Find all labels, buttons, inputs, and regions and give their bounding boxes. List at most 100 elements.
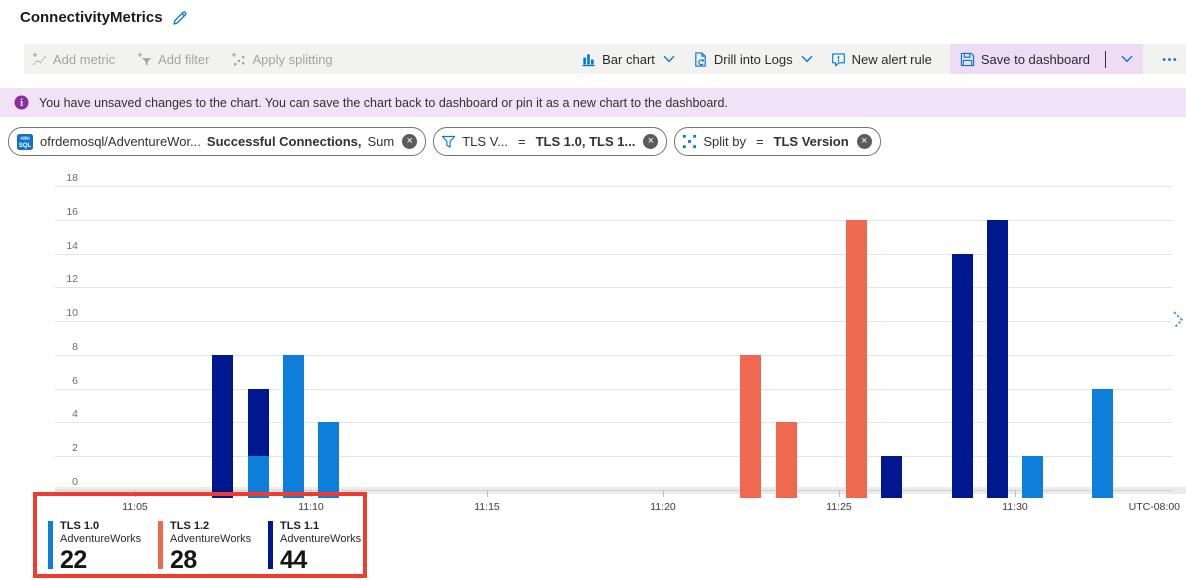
x-axis-tick	[663, 490, 664, 497]
remove-metric-button[interactable]: ×	[402, 134, 418, 149]
new-alert-rule-button[interactable]: New alert rule	[831, 44, 932, 74]
legend-series-name: TLS 1.1	[280, 520, 320, 532]
save-to-dashboard-button-label: Save to dashboard	[980, 51, 1090, 67]
legend-sum-value: 22	[60, 546, 87, 574]
add-metric-button-label: Add metric	[53, 51, 116, 67]
bar-tls-1-0-11-09[interactable]	[282, 354, 304, 498]
x-axis-label: 11:15	[474, 501, 500, 513]
bar-tls-1-1-11-26[interactable]	[881, 456, 903, 498]
y-gridline	[55, 354, 1172, 356]
metric-resource: ofrdemosql/AdventureWor...	[40, 134, 201, 149]
y-axis-label: 16	[66, 205, 78, 218]
save-icon	[960, 52, 975, 67]
legend-item-tls-1-2[interactable]: TLS 1.2 AdventureWorks 28	[158, 520, 261, 574]
legend-resource-name: AdventureWorks	[280, 533, 362, 545]
legend-color-strip	[268, 521, 273, 569]
y-gridline	[55, 219, 1172, 221]
legend-item-tls-1-0[interactable]: TLS 1.0 AdventureWorks 22	[48, 520, 151, 574]
save-to-dashboard-button[interactable]: Save to dashboard	[949, 44, 1143, 74]
x-axis-tick	[1015, 490, 1016, 497]
bar-tls-1-2-11-23[interactable]	[775, 422, 797, 498]
chart-type-button-label: Bar chart	[602, 51, 655, 67]
info-icon: i	[14, 95, 29, 110]
apply-splitting-button-label: Apply splitting	[252, 51, 333, 67]
bar-tls-1-1-11-28[interactable]	[951, 253, 973, 498]
bar-tls-1-2-11-25[interactable]	[846, 219, 867, 498]
sql-database-icon: SQL	[16, 133, 34, 151]
y-gridline	[55, 253, 1172, 255]
drill-into-logs-button[interactable]: Drill into Logs	[693, 44, 813, 74]
metric-pill[interactable]: SQL ofrdemosql/AdventureWor... Successfu…	[8, 127, 427, 156]
y-gridline	[55, 321, 1172, 323]
chevron-down-icon[interactable]	[801, 55, 813, 63]
y-gridline	[55, 287, 1172, 289]
bar-chart: 0 2 4 6 8 10 12 14 16 18 11:05 11:10 11:15 11:20 11:25…	[0, 170, 1186, 520]
apply-splitting-button[interactable]: Apply splitting	[231, 44, 333, 74]
add-filter-icon	[137, 52, 152, 67]
y-axis-label: 2	[72, 442, 78, 455]
filter-field: TLS V...	[462, 134, 509, 149]
y-gridline	[55, 388, 1172, 390]
legend-resource-name: AdventureWorks	[170, 533, 252, 545]
x-axis-label: 11:30	[1002, 501, 1028, 513]
bar-tls-1-0-11-10[interactable]	[318, 422, 339, 498]
banner-text: You have unsaved changes to the chart. Y…	[39, 95, 728, 110]
filter-pills-row: SQL ofrdemosql/AdventureWor... Successfu…	[8, 127, 881, 156]
new-alert-rule-button-label: New alert rule	[851, 51, 932, 67]
bar-tls-1-0-11-08[interactable]	[247, 456, 269, 498]
remove-splitting-button[interactable]: ×	[856, 134, 872, 149]
x-axis-label: 11:25	[826, 501, 852, 513]
x-axis-label: 11:10	[298, 501, 324, 513]
add-filter-button[interactable]: Add filter	[137, 44, 209, 74]
bar-tls-1-0-11-30[interactable]	[1022, 456, 1043, 498]
legend-color-strip	[48, 521, 53, 569]
legend-resource-name: AdventureWorks	[60, 533, 142, 545]
x-axis-tick	[311, 490, 312, 497]
bar-chart-icon	[581, 52, 596, 67]
chart-expand-chevron-icon[interactable]	[1172, 310, 1184, 333]
bar-tls-1-1-11-29[interactable]	[986, 219, 1008, 498]
chevron-down-icon[interactable]	[1121, 55, 1133, 63]
filter-pill[interactable]: TLS V... = TLS 1.0, TLS 1... ×	[433, 127, 668, 156]
chart-type-button[interactable]: Bar chart	[581, 44, 675, 74]
split-label: Split by	[703, 134, 746, 149]
y-axis-label: 4	[72, 408, 78, 421]
toolbar-right-group: Bar chart Drill into Logs New alert rule Sa…	[581, 44, 1178, 74]
filter-funnel-icon	[441, 135, 456, 149]
toolbar: Add metric Add filter Apply splitting Bar …	[24, 44, 1186, 74]
legend-sum-value: 44	[280, 546, 307, 574]
page-title: ConnectivityMetrics	[20, 9, 163, 26]
more-commands-button[interactable]	[1161, 44, 1178, 74]
unsaved-changes-banner: i You have unsaved changes to the chart.…	[0, 88, 1186, 117]
y-axis-label: 18	[66, 171, 78, 184]
y-axis-label: 6	[72, 374, 78, 387]
legend-item-tls-1-1[interactable]: TLS 1.1 AdventureWorks 44	[268, 520, 371, 574]
y-axis-label: 8	[72, 340, 78, 353]
ellipsis-icon	[1161, 52, 1178, 67]
legend-sum-value: 28	[170, 546, 197, 574]
split-operator: =	[755, 134, 764, 149]
x-axis-tick	[839, 490, 840, 497]
filter-value: TLS 1.0, TLS 1...	[535, 134, 636, 149]
chart-legend: TLS 1.0 AdventureWorks 22 TLS 1.2 AdventureW…	[48, 520, 371, 574]
alert-icon	[831, 52, 846, 67]
y-axis-label: 12	[66, 273, 78, 286]
y-gridline	[55, 185, 1172, 187]
split-value: TLS Version	[773, 134, 849, 149]
edit-title-pencil-icon[interactable]	[172, 10, 188, 26]
remove-filter-button[interactable]: ×	[643, 134, 659, 149]
filter-operator: =	[518, 134, 526, 149]
splitting-pill[interactable]: Split by = TLS Version ×	[674, 127, 881, 156]
legend-color-strip	[158, 521, 163, 569]
y-gridline	[55, 422, 1172, 424]
add-metric-button[interactable]: Add metric	[32, 44, 115, 74]
y-gridline	[55, 490, 1172, 491]
toolbar-left-group: Add metric Add filter Apply splitting	[32, 44, 333, 74]
chevron-down-icon[interactable]	[663, 55, 675, 63]
bar-tls-1-0-11-32[interactable]	[1092, 388, 1114, 498]
add-filter-button-label: Add filter	[158, 51, 210, 67]
svg-text:SQL: SQL	[19, 142, 32, 148]
bar-tls-1-1-11-07[interactable]	[212, 354, 234, 498]
drill-logs-icon	[693, 51, 708, 67]
bar-tls-1-2-11-22[interactable]	[740, 354, 762, 498]
